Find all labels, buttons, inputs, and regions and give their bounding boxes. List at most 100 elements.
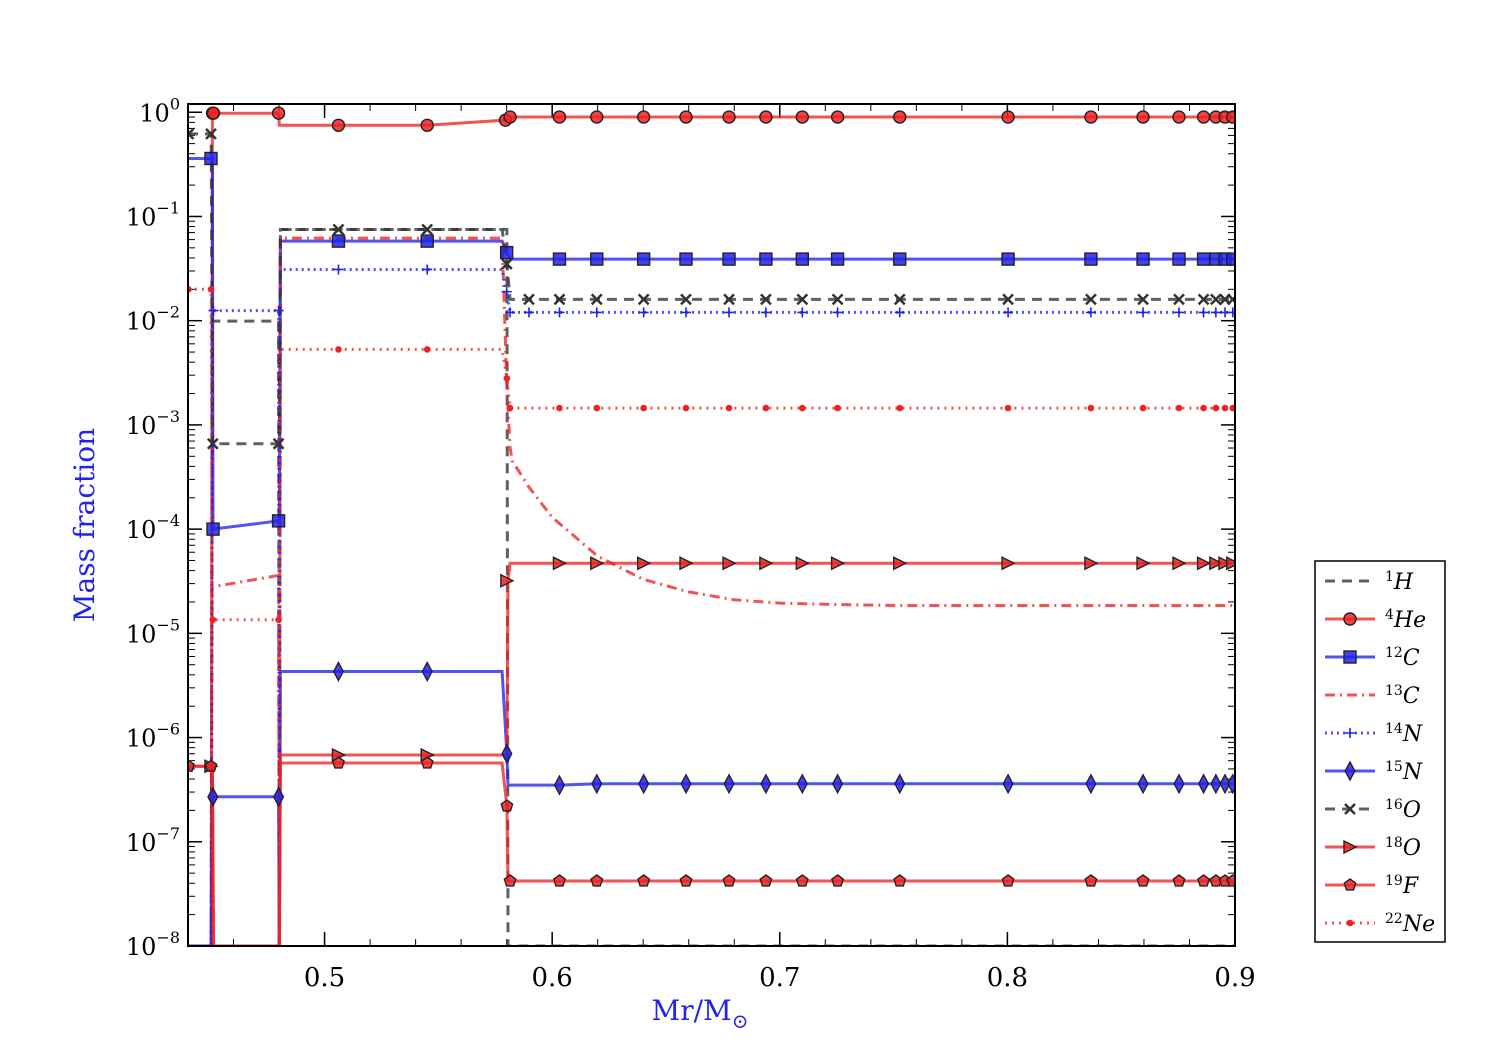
x-axis-label-text: Mr/M bbox=[652, 994, 732, 1027]
marker-diamond bbox=[760, 773, 772, 795]
marker-pentagon bbox=[552, 874, 567, 887]
marker-square bbox=[830, 252, 845, 266]
legend-label-mass-number: 13 bbox=[1385, 683, 1403, 699]
y-tick-exponent: 0 bbox=[170, 94, 180, 113]
marker-pentagon bbox=[722, 874, 736, 887]
legend-frame bbox=[1314, 560, 1446, 943]
marker-x bbox=[500, 258, 513, 270]
legend-entry-15N: 15N bbox=[1325, 759, 1423, 785]
marker-x bbox=[1344, 803, 1356, 815]
marker-diamond bbox=[1344, 760, 1356, 782]
legend-label-mass-number: 4 bbox=[1385, 607, 1394, 623]
marker-triangle bbox=[1001, 556, 1016, 571]
marker-x bbox=[1085, 293, 1097, 306]
marker-circle bbox=[1084, 110, 1098, 124]
marker-dot bbox=[207, 286, 215, 293]
marker-dot bbox=[503, 375, 511, 382]
marker-pentagon bbox=[204, 759, 218, 772]
y-tick-exponent: −5 bbox=[156, 615, 180, 634]
marker-diamond bbox=[680, 773, 692, 795]
marker-dot bbox=[762, 404, 770, 412]
marker-diamond bbox=[272, 786, 285, 808]
marker-plus bbox=[797, 307, 808, 318]
y-tick-exponent: −6 bbox=[156, 720, 180, 739]
marker-pentagon bbox=[893, 874, 907, 887]
legend-label: 16O bbox=[1385, 797, 1421, 823]
y-tick-label: 10−2 bbox=[126, 303, 180, 336]
marker-triangle bbox=[795, 556, 810, 571]
marker-square bbox=[893, 252, 907, 266]
x-tick-labels: 0.5 0.6 0.7 0.8 0.9 bbox=[304, 963, 1256, 993]
marker-circle bbox=[1343, 612, 1357, 626]
marker-plus bbox=[1345, 728, 1355, 738]
y-tick-exponent: −8 bbox=[156, 928, 180, 947]
y-tick-base: 10 bbox=[126, 308, 157, 336]
marker-circle bbox=[271, 106, 286, 120]
legend-entry-18O: 18O bbox=[1325, 835, 1421, 861]
marker-diamond bbox=[796, 773, 808, 795]
marker-square bbox=[1136, 252, 1150, 266]
legend-label: 1H bbox=[1385, 569, 1414, 595]
marker-x bbox=[831, 293, 844, 306]
legend-label-mass-number: 19 bbox=[1385, 873, 1403, 889]
marker-square bbox=[795, 252, 810, 266]
series-markers-19F bbox=[188, 756, 1235, 887]
marker-circle bbox=[552, 110, 567, 124]
marker-circle bbox=[1172, 110, 1186, 124]
legend-entry-1H: 1H bbox=[1325, 569, 1414, 595]
marker-plus bbox=[760, 307, 771, 318]
marker-diamond bbox=[1210, 773, 1222, 795]
marker-x bbox=[680, 293, 692, 306]
marker-pentagon bbox=[590, 874, 604, 887]
marker-dot bbox=[209, 616, 217, 624]
marker-plus bbox=[638, 307, 649, 318]
marker-diamond bbox=[501, 743, 513, 765]
marker-triangle bbox=[1172, 556, 1187, 571]
x-tick-label: 0.5 bbox=[304, 963, 345, 993]
y-tick-label: 100 bbox=[139, 94, 180, 127]
marker-plus bbox=[591, 307, 602, 318]
marker-square bbox=[1196, 252, 1211, 266]
marker-pentagon bbox=[500, 799, 514, 812]
y-tick-base: 10 bbox=[126, 516, 157, 544]
marker-plus bbox=[333, 264, 344, 275]
y-tick-base: 10 bbox=[126, 620, 157, 648]
marker-triangle bbox=[1196, 556, 1212, 571]
marker-circle bbox=[590, 110, 604, 124]
marker-circle bbox=[636, 110, 651, 124]
y-tick-exponent: −1 bbox=[156, 198, 180, 217]
marker-diamond bbox=[1227, 773, 1235, 795]
marker-circle bbox=[1001, 110, 1015, 124]
legend-label: 12C bbox=[1385, 645, 1420, 671]
legend-label: 15N bbox=[1385, 759, 1423, 785]
legend-entry-19F: 19F bbox=[1325, 873, 1419, 899]
marker-x bbox=[590, 293, 603, 306]
marker-plus bbox=[501, 286, 512, 297]
marker-circle bbox=[679, 110, 693, 124]
legend-label-mass-number: 16 bbox=[1385, 797, 1403, 813]
marker-square bbox=[1343, 650, 1357, 664]
marker-square bbox=[590, 252, 604, 266]
marker-square bbox=[1001, 252, 1015, 266]
y-tick-base: 10 bbox=[126, 725, 157, 753]
marker-x bbox=[1226, 293, 1235, 306]
series-line-13C bbox=[188, 236, 1235, 946]
y-tick-label: 10−4 bbox=[126, 511, 180, 544]
legend-label-mass-number: 12 bbox=[1385, 645, 1403, 661]
series-markers-16O bbox=[188, 128, 1235, 450]
marker-diamond bbox=[894, 773, 906, 795]
marker-diamond bbox=[421, 661, 433, 683]
series-markers-18O bbox=[204, 556, 1235, 774]
marker-x bbox=[332, 223, 345, 236]
marker-triangle bbox=[590, 556, 605, 571]
marker-circle bbox=[795, 110, 810, 124]
marker-pentagon bbox=[759, 874, 773, 887]
marker-plus bbox=[832, 307, 843, 318]
y-tick-exponent: −7 bbox=[156, 824, 180, 843]
series-markers-22Ne bbox=[188, 286, 1235, 624]
marker-dot bbox=[1346, 919, 1354, 927]
marker-square bbox=[1172, 252, 1186, 266]
marker-pentagon bbox=[679, 874, 693, 887]
y-tick-base: 10 bbox=[139, 99, 170, 127]
